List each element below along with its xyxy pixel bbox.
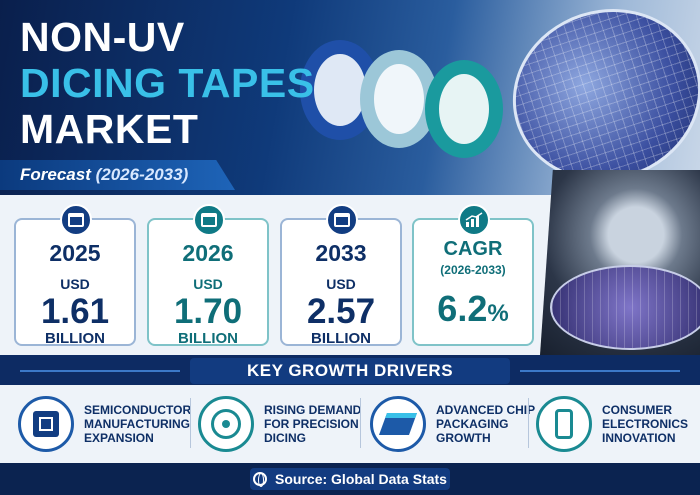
driver-text: SEMICONDUCTOR MANUFACTURING EXPANSION xyxy=(84,403,192,445)
chip-icon xyxy=(18,396,74,452)
cagr-period: (2026-2033) xyxy=(440,263,506,277)
source-badge: Source: Global Data Stats xyxy=(250,468,450,490)
dicing-machine-image xyxy=(540,170,700,355)
stat-value: 1.61 xyxy=(40,292,110,331)
stat-card-2026: 2026 USD 1.70 BILLION xyxy=(147,204,269,347)
calendar-icon xyxy=(326,204,358,236)
stat-card-2025: 2025 USD 1.61 BILLION xyxy=(14,204,136,347)
source-text: Source: Global Data Stats xyxy=(275,471,447,487)
cagr-label: CAGR xyxy=(443,238,503,260)
stat-unit: BILLION xyxy=(311,330,371,347)
tape-roll-image xyxy=(425,60,503,158)
globe-icon xyxy=(253,472,268,487)
stat-year: 2026 xyxy=(182,240,234,266)
growth-chart-icon xyxy=(458,204,490,236)
cagr-percent: % xyxy=(487,300,509,327)
stat-currency: USD xyxy=(193,276,223,292)
stat-value: 2.57 xyxy=(306,292,376,331)
hero-banner: NON-UV DICING TAPES MARKET xyxy=(0,0,700,195)
driver-text: CONSUMER ELECTRONICS INNOVATION xyxy=(602,403,689,445)
driver-text: RISING DEMAND FOR PRECISION DICING xyxy=(264,403,362,445)
title-line-3: MARKET xyxy=(20,106,199,152)
stat-unit: BILLION xyxy=(178,330,238,347)
layers-icon xyxy=(370,396,426,452)
target-icon xyxy=(198,396,254,452)
calendar-icon xyxy=(193,204,225,236)
forecast-years: (2026-2033) xyxy=(95,165,189,184)
page-title: NON-UV DICING TAPES MARKET xyxy=(20,14,315,152)
cagr-value: 6.2% xyxy=(437,288,509,329)
title-line-2: DICING TAPES xyxy=(20,60,315,106)
drivers-title: KEY GROWTH DRIVERS xyxy=(190,358,510,384)
calendar-icon xyxy=(60,204,92,236)
driver-semiconductor: SEMICONDUCTOR MANUFACTURING EXPANSION xyxy=(18,392,191,456)
stat-currency: USD xyxy=(326,276,356,292)
stat-currency: USD xyxy=(60,276,90,292)
stat-year: 2033 xyxy=(315,240,367,266)
driver-precision-dicing: RISING DEMAND FOR PRECISION DICING xyxy=(198,392,361,456)
forecast-ribbon: Forecast (2026-2033) xyxy=(0,160,235,190)
forecast-label: Forecast xyxy=(20,165,91,184)
phone-icon xyxy=(536,396,592,452)
driver-text: ADVANCED CHIP PACKAGING GROWTH xyxy=(436,403,536,445)
stat-card-2033: 2033 USD 2.57 BILLION xyxy=(280,204,402,347)
driver-chip-packaging: ADVANCED CHIP PACKAGING GROWTH xyxy=(370,392,535,456)
driver-consumer-electronics: CONSUMER ELECTRONICS INNOVATION xyxy=(536,392,688,456)
stat-year: 2025 xyxy=(49,240,101,266)
stat-unit: BILLION xyxy=(45,330,105,347)
title-line-1: NON-UV xyxy=(20,14,185,60)
stat-value: 1.70 xyxy=(173,292,243,331)
silicon-wafer-image xyxy=(490,0,700,195)
stat-card-cagr: CAGR (2026-2033) 6.2% xyxy=(412,204,534,346)
